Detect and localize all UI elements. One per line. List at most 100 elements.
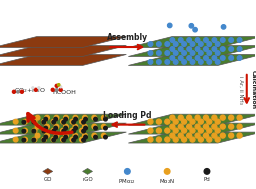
Circle shape (187, 38, 191, 42)
Circle shape (195, 56, 200, 60)
Circle shape (84, 126, 87, 130)
Polygon shape (43, 168, 53, 174)
Circle shape (23, 137, 27, 142)
Circle shape (212, 133, 217, 138)
Circle shape (22, 129, 26, 133)
Circle shape (32, 128, 37, 133)
Circle shape (13, 90, 15, 93)
Text: Calcination: Calcination (251, 70, 256, 109)
Circle shape (54, 133, 59, 138)
Circle shape (165, 119, 170, 124)
Circle shape (73, 115, 78, 120)
Circle shape (187, 115, 192, 120)
Circle shape (215, 42, 220, 46)
Circle shape (190, 51, 195, 55)
Circle shape (92, 133, 97, 138)
Circle shape (52, 138, 56, 142)
Circle shape (101, 124, 106, 129)
Circle shape (212, 56, 217, 60)
Circle shape (170, 47, 175, 51)
Circle shape (198, 128, 203, 133)
Circle shape (215, 137, 220, 142)
Circle shape (45, 124, 49, 129)
Circle shape (156, 128, 161, 133)
Circle shape (64, 126, 68, 130)
Circle shape (220, 133, 225, 138)
Circle shape (207, 42, 211, 46)
Circle shape (80, 128, 84, 133)
Circle shape (195, 124, 200, 129)
Polygon shape (0, 37, 126, 47)
Circle shape (207, 51, 211, 55)
Circle shape (229, 115, 234, 120)
Circle shape (187, 133, 192, 138)
Circle shape (74, 117, 77, 121)
Circle shape (165, 42, 169, 46)
Circle shape (237, 56, 242, 60)
Circle shape (54, 124, 59, 129)
Circle shape (165, 51, 169, 55)
Text: Loading Pd: Loading Pd (103, 111, 152, 120)
Circle shape (54, 117, 58, 121)
Circle shape (32, 120, 36, 124)
Polygon shape (0, 54, 126, 65)
Circle shape (207, 137, 212, 142)
Circle shape (165, 137, 170, 142)
Circle shape (148, 137, 153, 142)
Circle shape (82, 129, 85, 133)
Circle shape (190, 128, 195, 133)
Circle shape (204, 115, 208, 120)
Circle shape (70, 119, 75, 124)
Circle shape (195, 115, 200, 120)
Circle shape (42, 137, 46, 142)
Circle shape (80, 119, 84, 124)
Circle shape (51, 137, 56, 142)
Circle shape (187, 47, 191, 51)
Circle shape (165, 60, 169, 64)
Circle shape (64, 117, 68, 121)
Circle shape (173, 60, 178, 64)
Circle shape (23, 128, 27, 133)
Text: i Ar, ii NH₃: i Ar, ii NH₃ (238, 76, 243, 104)
Circle shape (178, 47, 183, 51)
Circle shape (167, 23, 172, 28)
Polygon shape (0, 132, 126, 143)
Circle shape (22, 120, 26, 124)
Circle shape (195, 47, 200, 51)
Circle shape (73, 133, 78, 138)
Circle shape (42, 120, 46, 124)
Circle shape (92, 115, 97, 120)
Circle shape (148, 119, 153, 124)
Circle shape (44, 135, 48, 139)
Circle shape (220, 56, 225, 60)
Circle shape (199, 51, 203, 55)
Circle shape (51, 119, 56, 124)
Circle shape (170, 133, 175, 138)
Circle shape (215, 128, 220, 133)
Circle shape (64, 124, 68, 129)
Circle shape (229, 133, 234, 138)
Circle shape (178, 133, 183, 138)
Circle shape (237, 115, 242, 120)
Circle shape (61, 128, 65, 133)
Circle shape (148, 51, 153, 55)
Circle shape (17, 91, 19, 93)
Circle shape (195, 38, 200, 42)
Circle shape (32, 138, 36, 142)
Circle shape (42, 129, 46, 133)
Circle shape (82, 124, 87, 129)
Circle shape (35, 133, 40, 138)
Circle shape (70, 128, 75, 133)
Circle shape (237, 124, 242, 129)
Circle shape (62, 120, 66, 124)
Polygon shape (0, 123, 126, 134)
Circle shape (157, 51, 161, 55)
Circle shape (165, 128, 170, 133)
Circle shape (220, 124, 225, 129)
Circle shape (237, 47, 242, 51)
Circle shape (199, 42, 203, 46)
Circle shape (199, 60, 203, 64)
Circle shape (229, 56, 233, 60)
Circle shape (60, 86, 62, 88)
Circle shape (193, 27, 197, 32)
